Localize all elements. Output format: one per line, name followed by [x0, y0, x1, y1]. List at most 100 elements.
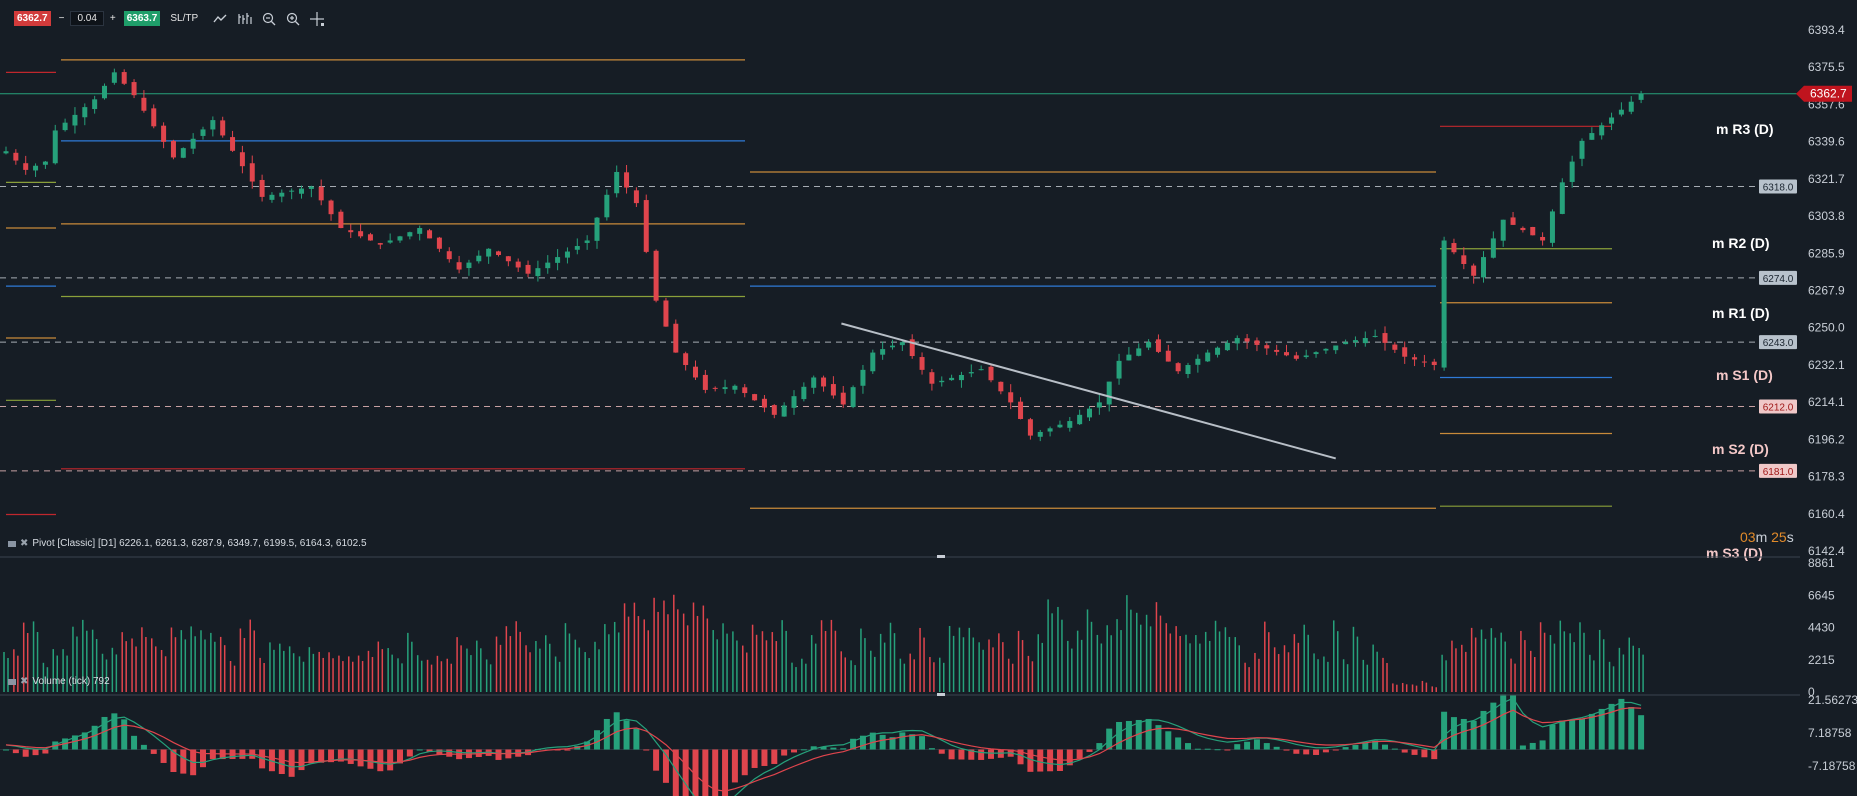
candle-body [988, 366, 994, 381]
zoom-out-icon[interactable] [260, 11, 278, 27]
candle-body [1323, 348, 1329, 351]
oscillator-bar [1579, 718, 1585, 750]
crosshair-icon[interactable] [308, 11, 326, 27]
candle-body [1500, 219, 1506, 241]
candle-body [624, 172, 630, 188]
oscillator-bar [1086, 749, 1093, 752]
candle-body [1579, 140, 1585, 159]
pane-dividers[interactable] [0, 555, 1800, 696]
candle-body [1431, 361, 1437, 366]
candle-body [929, 372, 935, 384]
candle-body [328, 200, 334, 215]
candle-body [170, 140, 176, 158]
alert-tag [1759, 270, 1797, 285]
candle-body [761, 398, 767, 408]
candle-body [1352, 340, 1358, 343]
price-tick-label: 6285.9 [1808, 246, 1845, 260]
candle-body [742, 387, 748, 394]
buy-price-button[interactable]: 6363.7 [123, 11, 161, 26]
oscillator-bar [1313, 749, 1320, 755]
volume-indicator-text: Volume (tick) 792 [32, 676, 110, 687]
candle-body [633, 190, 639, 204]
oscillator-bar [899, 732, 906, 750]
price-axis[interactable]: 6393.46375.56357.66339.66321.76303.86285… [1796, 23, 1852, 558]
oscillator-bar [426, 749, 433, 752]
candle-body [584, 240, 590, 243]
candle-body [653, 250, 659, 301]
oscillator-bar [1549, 724, 1556, 750]
close-icon[interactable]: ✖ [20, 538, 29, 549]
oscillator-bar [1322, 749, 1329, 753]
candle-body [781, 405, 787, 417]
oscillator-bar [71, 735, 78, 750]
line-chart-icon[interactable] [212, 11, 230, 27]
pivot-indicator-label[interactable]: ✖ Pivot [Classic] [D1] 6226.1, 6261.3, 6… [8, 538, 367, 549]
oscillator-bar [594, 730, 600, 750]
candle-body [82, 107, 88, 118]
candle-body [210, 120, 216, 130]
candle-body [791, 396, 797, 408]
candle-body [1313, 352, 1319, 355]
candle-body [436, 237, 442, 249]
oscillator-bar [1401, 749, 1408, 753]
lot-size-input[interactable]: 0.04 [70, 11, 104, 26]
trendline-drawing[interactable] [841, 322, 1337, 460]
candle-body [850, 387, 856, 408]
candle-body [1027, 419, 1033, 436]
candle-body [1638, 93, 1644, 100]
oscillator-bar [1017, 749, 1024, 765]
alert-tag [1759, 399, 1797, 414]
candle-body [1520, 227, 1526, 231]
candle-body [1490, 238, 1496, 258]
oscillator-bar [682, 749, 689, 796]
indicator-menu-icon[interactable] [8, 678, 16, 685]
oscillator-bar [495, 749, 502, 760]
zoom-in-icon[interactable] [284, 11, 302, 27]
lot-decrease-button[interactable]: − [58, 13, 65, 24]
candle-body [220, 120, 226, 136]
oscillator-bar [928, 748, 935, 750]
indicators-icon[interactable] [236, 11, 254, 27]
oscillator-bar [1598, 708, 1605, 750]
oscillator-bar [702, 749, 709, 796]
oscillator-bar [1421, 749, 1428, 758]
candle-body [397, 236, 403, 241]
candle-body [92, 99, 98, 110]
oscillator-bar [1076, 749, 1083, 759]
candle-body [1392, 344, 1398, 350]
candle-body [427, 230, 433, 239]
indicator-menu-icon[interactable] [8, 540, 16, 547]
oscillator-pane [0, 694, 1645, 796]
candle-body [1136, 348, 1142, 356]
candle-body [377, 243, 383, 245]
candle-body [870, 352, 876, 372]
alert-tag [1759, 179, 1797, 194]
price-tick-label: 6142.4 [1808, 544, 1845, 558]
lot-controls: − 0.04 + [51, 11, 124, 26]
candle-body [338, 211, 344, 229]
sltp-button[interactable]: SL/TP [170, 13, 199, 24]
oscillator-bar [1234, 744, 1241, 750]
price-tick-label: 6303.8 [1808, 209, 1845, 223]
oscillator-bar [1027, 749, 1034, 772]
volume-indicator-label[interactable]: ✖ Volume (tick) 792 [8, 676, 110, 687]
candle-body [939, 380, 945, 383]
oscillator-bar [554, 749, 561, 751]
candle-body [299, 188, 304, 194]
oscillator-bar [889, 737, 896, 750]
candle-body [1215, 347, 1221, 355]
volume-axis: 8861 6645 4430 2215 0 [1808, 556, 1835, 699]
candle-body [151, 108, 157, 127]
oscillator-bar [3, 749, 9, 751]
alert-tag [1759, 463, 1797, 478]
lot-increase-button[interactable]: + [109, 13, 116, 24]
price-candles [3, 68, 1644, 442]
sell-price-button[interactable]: 6362.7 [14, 11, 51, 26]
close-icon[interactable]: ✖ [20, 676, 29, 687]
oscillator-bar [1391, 748, 1398, 750]
candle-body [880, 349, 886, 355]
oscillator-bar [1638, 715, 1645, 750]
candle-body [1057, 424, 1063, 428]
volume-tick-label: 4430 [1808, 621, 1835, 635]
